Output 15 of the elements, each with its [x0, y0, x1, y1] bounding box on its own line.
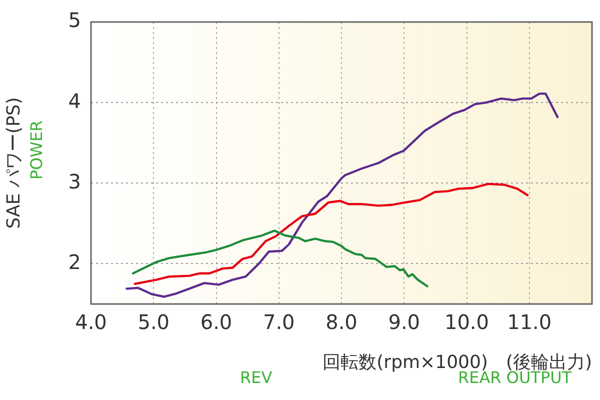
x-tick-label: 5.0	[138, 310, 170, 334]
y-axis-title: SAE パワー(PS)	[3, 97, 24, 229]
x-tick-label: 7.0	[262, 310, 295, 334]
x-tick-label: 8.0	[326, 310, 358, 334]
x-tick-label: 6.0	[200, 310, 232, 334]
y-tick-label: 2	[68, 250, 81, 274]
y-tick-label: 5	[68, 8, 81, 32]
y-tick-label: 3	[68, 169, 81, 194]
x-tick-label: 4.0	[75, 310, 107, 334]
text: REV	[240, 368, 272, 387]
x-tick-label: 11.0	[507, 310, 552, 334]
x-tick-label: 9.0	[388, 310, 420, 334]
x-tick-label: 10.0	[444, 310, 490, 334]
y-tick-label: 4	[68, 88, 81, 113]
text: POWER	[27, 120, 46, 180]
